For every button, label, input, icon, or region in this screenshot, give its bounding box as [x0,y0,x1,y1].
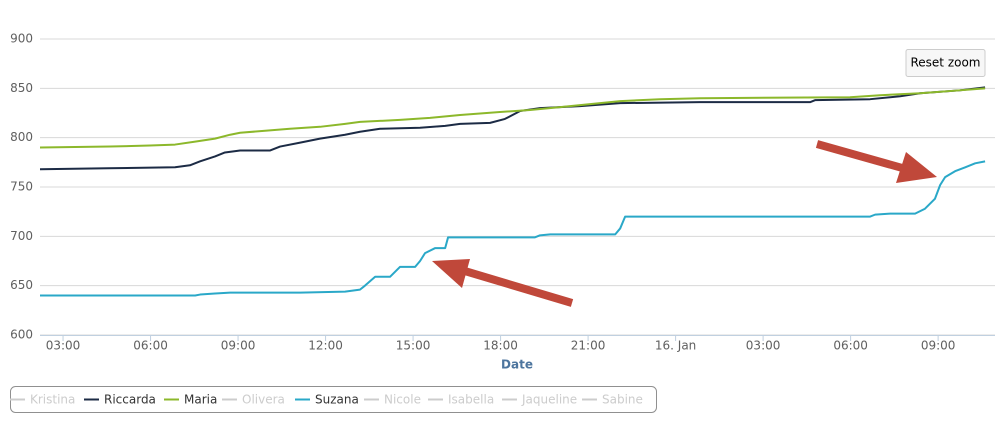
arrow-head [896,152,937,183]
y-tick-label: 800 [10,130,33,144]
legend-item[interactable]: Nicole [364,393,421,407]
series-line [39,87,986,149]
x-tick-label: 18:00 [483,339,518,353]
legend: Kristina Riccarda Maria Olivera Suzana Nicole… [10,393,643,407]
x-tick-label: 06:00 [133,339,168,353]
legend-label[interactable]: Maria [184,393,217,407]
plot-lines [39,86,986,297]
legend-label[interactable]: Isabella [448,393,494,407]
x-tick-label: 16. Jan [655,339,696,353]
legend-label[interactable]: Kristina [30,393,75,407]
legend-item[interactable]: Kristina [10,393,75,407]
legend-label[interactable]: Olivera [242,393,285,407]
legend-label[interactable]: Jaqueline [521,393,577,407]
y-tick-label: 650 [10,278,33,292]
legend-label[interactable]: Suzana [315,393,359,407]
series-line [39,86,986,171]
y-tick-label: 850 [10,81,33,95]
legend-label[interactable]: Nicole [384,393,421,407]
legend-item[interactable]: Jaqueline [502,393,577,407]
x-tick-label: 06:00 [833,339,868,353]
y-tick-label: 750 [10,180,33,194]
y-tick-label: 700 [10,229,33,243]
reset-zoom-label[interactable]: Reset zoom [910,56,980,70]
x-tick-label: 03:00 [46,339,81,353]
arrow-head [432,259,470,288]
legend-label[interactable]: Sabine [602,393,643,407]
legend-item[interactable]: Isabella [428,393,494,407]
x-tick-label: 12:00 [308,339,343,353]
annotation-arrow [432,259,574,307]
x-tick-label: 09:00 [221,339,256,353]
x-tick-label: 03:00 [746,339,781,353]
legend-item[interactable]: Suzana [295,393,359,407]
reset-zoom-box[interactable] [905,49,986,77]
y-tick-label: 900 [10,32,33,46]
legend-item[interactable]: Riccarda [84,393,156,407]
arrow-shaft [446,262,574,307]
y-tick-label: 600 [10,328,33,342]
legend-item[interactable]: Olivera [222,393,285,407]
legend-label[interactable]: Riccarda [104,393,156,407]
legend-item[interactable]: Maria [164,393,217,407]
x-axis-title: Date [501,358,533,372]
reset-zoom-button[interactable]: Reset zoom [905,49,986,77]
x-tick-label: 21:00 [571,339,606,353]
annotation-arrow [815,140,937,183]
legend-item[interactable]: Sabine [582,393,643,407]
x-tick-label: 15:00 [396,339,431,353]
series-line [40,160,986,297]
x-tick-label: 09:00 [921,339,956,353]
